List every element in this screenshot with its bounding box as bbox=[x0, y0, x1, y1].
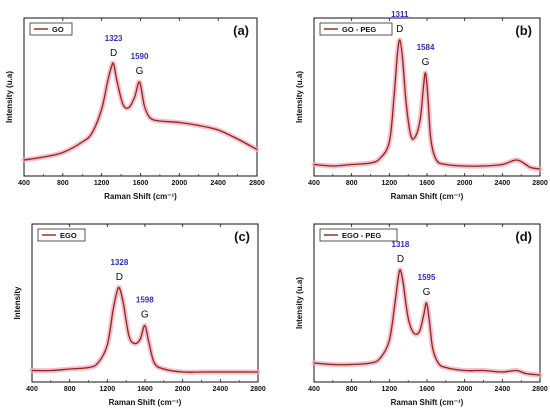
peak-name-G: G bbox=[136, 66, 144, 77]
series-line bbox=[23, 62, 258, 161]
legend-label: EGO bbox=[60, 231, 77, 240]
peak-position-label: 1590 bbox=[131, 52, 149, 61]
peak-position-label: 1323 bbox=[105, 34, 123, 43]
panel-c: 400 800 1200 1600 2000 2400 2800 Raman Shift (c… bbox=[13, 223, 266, 407]
x-tick-label: 2800 bbox=[532, 180, 548, 187]
x-tick-label: 2800 bbox=[250, 386, 266, 393]
panel-letter: (a) bbox=[233, 23, 249, 38]
x-tick-label: 2400 bbox=[495, 386, 511, 393]
panel-letter: (d) bbox=[515, 229, 532, 244]
peak-position-label: 1595 bbox=[418, 273, 436, 282]
legend-box bbox=[319, 228, 398, 242]
x-tick-label: 2400 bbox=[210, 180, 226, 187]
x-tick-label: 400 bbox=[308, 180, 320, 187]
x-tick-label: 2400 bbox=[213, 386, 229, 393]
legend-box bbox=[319, 22, 393, 36]
series-line bbox=[31, 286, 258, 373]
x-tick-label: 2800 bbox=[249, 180, 265, 187]
x-tick-label: 1600 bbox=[419, 386, 435, 393]
peak-position-label: 1584 bbox=[417, 43, 435, 52]
legend-label: GO bbox=[52, 25, 64, 34]
peak-position-label: 1311 bbox=[391, 10, 409, 19]
peak-name-G: G bbox=[423, 287, 431, 298]
x-tick-label: 2800 bbox=[532, 386, 548, 393]
x-tick-label: 1600 bbox=[133, 180, 149, 187]
peak-name-D: D bbox=[110, 48, 117, 59]
x-tick-label: 1600 bbox=[419, 180, 435, 187]
peak-name-D: D bbox=[397, 254, 404, 265]
x-tick-label: 400 bbox=[308, 386, 320, 393]
peak-name-D: D bbox=[396, 24, 403, 35]
x-tick-label: 2000 bbox=[172, 180, 188, 187]
noise-band bbox=[311, 267, 543, 378]
peak-position-label: 1598 bbox=[136, 296, 154, 305]
x-tick-label: 1200 bbox=[94, 180, 110, 187]
x-tick-label: 400 bbox=[26, 386, 38, 393]
x-tick-label: 1600 bbox=[137, 386, 153, 393]
legend-box bbox=[37, 228, 86, 242]
x-tick-label: 1200 bbox=[100, 386, 116, 393]
panel-b: 400 800 1200 1600 2000 2400 2800 Raman Shift (c… bbox=[295, 10, 548, 201]
panel-letter: (c) bbox=[234, 229, 250, 244]
y-axis-label: Intensity bbox=[13, 286, 22, 319]
legend-box bbox=[29, 22, 73, 36]
x-tick-label: 2000 bbox=[457, 180, 473, 187]
panel-d: 400 800 1200 1600 2000 2400 2800 Raman Shift (c… bbox=[295, 223, 548, 407]
peak-name-G: G bbox=[422, 57, 430, 68]
peak-position-label: 1318 bbox=[392, 240, 410, 249]
series-line bbox=[313, 269, 541, 376]
x-axis-label: Raman Shift (cm⁻¹) bbox=[391, 398, 464, 407]
panel-letter: (b) bbox=[515, 23, 532, 38]
x-tick-label: 800 bbox=[346, 180, 358, 187]
x-axis-label: Raman Shift (cm⁻¹) bbox=[391, 192, 464, 201]
x-tick-label: 1200 bbox=[382, 386, 398, 393]
x-axis-label: Raman Shift (cm⁻¹) bbox=[109, 398, 182, 407]
x-tick-label: 2000 bbox=[457, 386, 473, 393]
x-tick-label: 400 bbox=[18, 180, 30, 187]
peak-name-D: D bbox=[116, 272, 123, 283]
series-line bbox=[313, 39, 541, 170]
peak-name-G: G bbox=[141, 310, 149, 321]
x-tick-label: 800 bbox=[57, 180, 69, 187]
peak-position-label: 1328 bbox=[110, 258, 128, 267]
legend-label: EGO - PEG bbox=[342, 231, 381, 240]
x-tick-label: 2000 bbox=[175, 386, 191, 393]
panel-a: 400 800 1200 1600 2000 2400 2800 Raman Shift (c… bbox=[5, 17, 265, 201]
noise-band bbox=[21, 60, 260, 163]
legend-label: GO - PEG bbox=[342, 25, 376, 34]
y-axis-label: Intensity (u.a) bbox=[295, 277, 304, 329]
y-axis-label: Intensity (u.a) bbox=[295, 71, 304, 123]
x-tick-label: 2400 bbox=[495, 180, 511, 187]
x-tick-label: 800 bbox=[64, 386, 76, 393]
y-axis-label: Intensity (u.a) bbox=[5, 71, 14, 123]
x-axis-label: Raman Shift (cm⁻¹) bbox=[104, 192, 177, 201]
x-tick-label: 800 bbox=[346, 386, 358, 393]
x-tick-label: 1200 bbox=[382, 180, 398, 187]
